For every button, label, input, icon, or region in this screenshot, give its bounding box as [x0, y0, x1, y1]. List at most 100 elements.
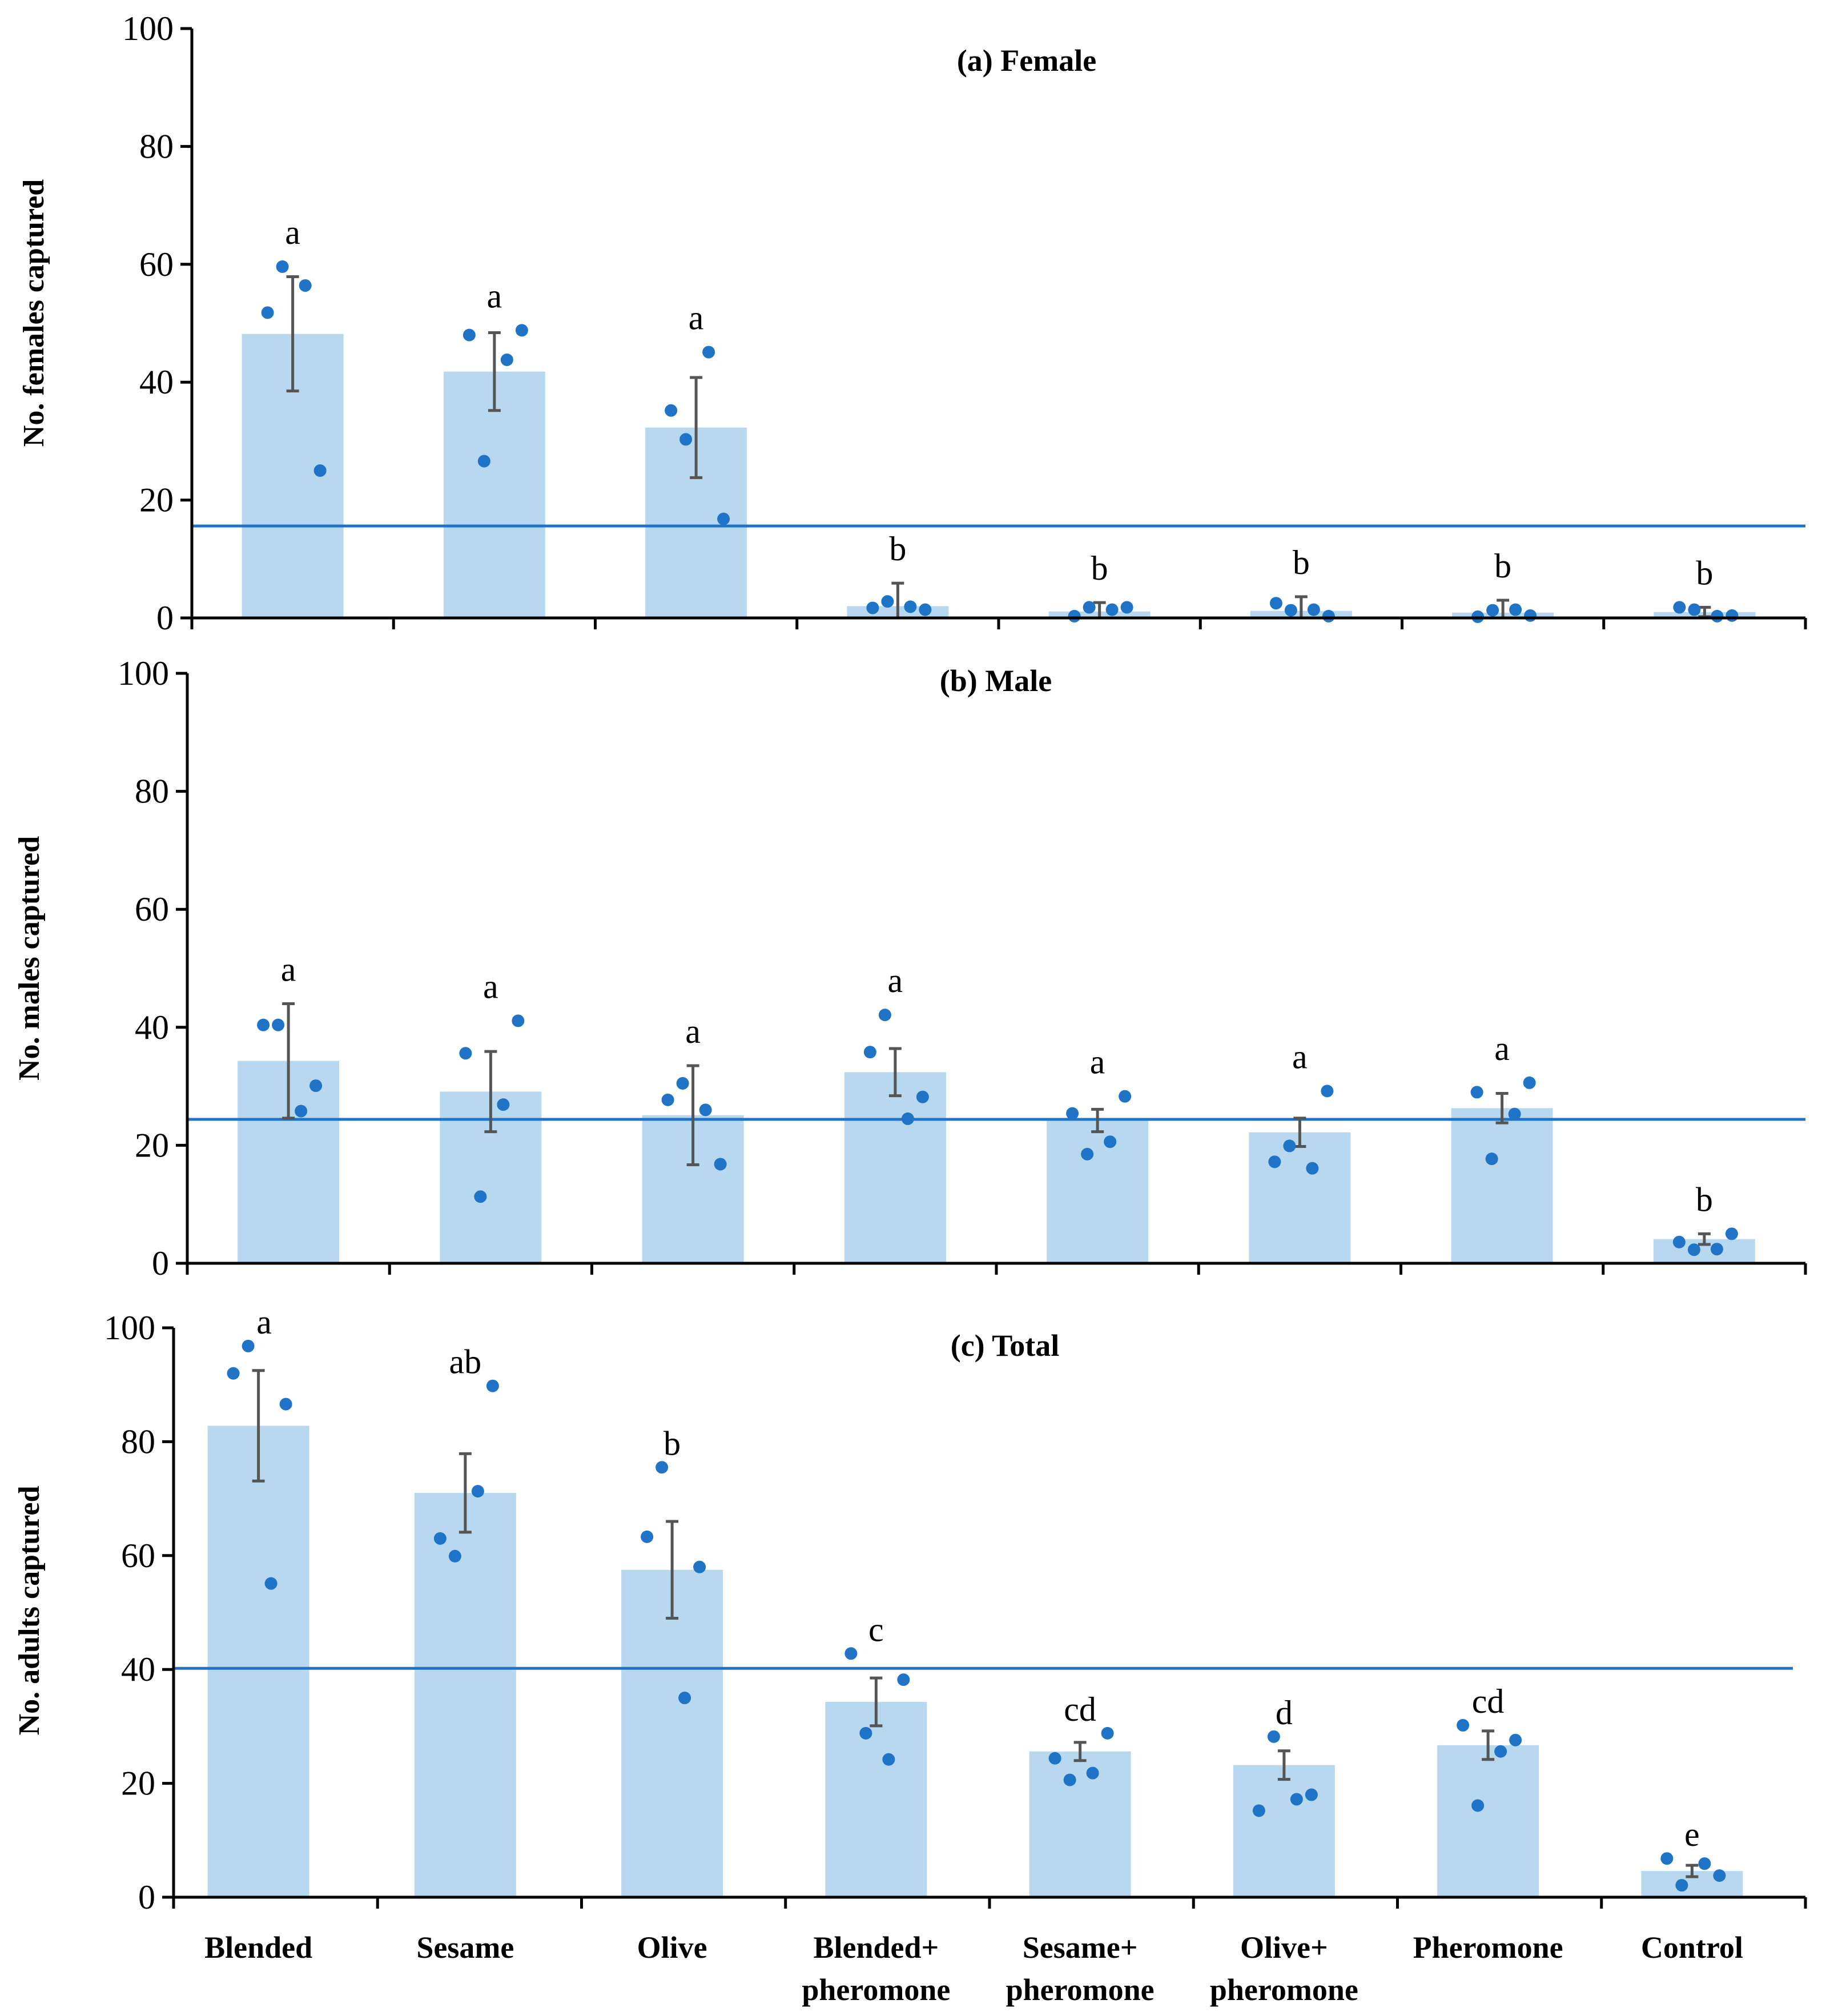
data-point — [1120, 601, 1133, 614]
bar — [207, 1425, 309, 1897]
data-point — [242, 1339, 255, 1352]
data-point — [261, 306, 274, 319]
bar — [844, 1072, 946, 1263]
category-label: Olive+ — [1240, 1930, 1328, 1965]
data-point — [512, 1014, 525, 1027]
data-point — [1675, 1879, 1688, 1892]
significance-letter: a — [689, 299, 704, 337]
panel-total: No. adults captured (c) Total a ab b c cd d cd… — [13, 1303, 1807, 1916]
data-point — [878, 1009, 891, 1022]
data-point — [655, 1461, 669, 1474]
data-point — [679, 433, 693, 446]
significance-letter: b — [1494, 547, 1511, 585]
data-point — [1268, 1155, 1281, 1168]
data-point — [459, 1047, 472, 1060]
panel-title-male: (b) Male — [940, 664, 1052, 698]
data-point — [1698, 1857, 1711, 1870]
significance-letter: b — [889, 530, 906, 568]
data-point — [1104, 1135, 1117, 1148]
y-tick-label: 40 — [139, 363, 174, 401]
category-label: Blended+ — [813, 1930, 939, 1965]
data-point — [1306, 1162, 1319, 1175]
y-tick-label: 60 — [139, 246, 174, 283]
y-tick-label: 20 — [135, 1126, 169, 1164]
bar — [1047, 1121, 1149, 1263]
significance-letter: a — [888, 962, 903, 999]
data-point — [1471, 1799, 1485, 1812]
significance-letter: b — [663, 1424, 681, 1462]
data-point — [702, 346, 715, 359]
data-point — [1523, 1076, 1536, 1089]
data-point — [1081, 1147, 1094, 1160]
data-point — [678, 1692, 691, 1705]
data-point — [916, 1090, 929, 1103]
data-point — [477, 455, 490, 468]
data-point — [486, 1379, 499, 1392]
data-point — [497, 1098, 510, 1111]
category-label: pheromone — [1006, 1973, 1155, 2007]
y-tick-label: 40 — [135, 1009, 169, 1046]
data-point — [1101, 1726, 1114, 1740]
data-point — [717, 512, 730, 525]
y-tick-label: 0 — [156, 599, 174, 637]
data-point — [1672, 1235, 1686, 1248]
data-point — [1687, 1243, 1700, 1256]
data-point — [500, 353, 513, 366]
data-point — [1660, 1852, 1674, 1865]
data-point — [641, 1530, 654, 1543]
data-point — [1267, 1730, 1280, 1743]
data-point — [676, 1077, 689, 1090]
data-point — [272, 1018, 285, 1031]
data-point — [515, 324, 528, 337]
panel-title-female: (a) Female — [957, 43, 1096, 78]
data-point — [1048, 1752, 1061, 1765]
category-label: pheromone — [802, 1973, 950, 2007]
y-tick-label: 60 — [135, 890, 169, 928]
data-point — [227, 1367, 240, 1380]
data-point — [714, 1158, 727, 1171]
category-label: Blended — [204, 1930, 312, 1965]
data-point — [1083, 601, 1096, 614]
data-point — [264, 1577, 277, 1590]
bar — [621, 1569, 723, 1897]
y-axis-label-female: No. females captured — [18, 179, 50, 447]
y-tick-label: 60 — [121, 1537, 155, 1575]
data-point — [866, 601, 879, 615]
data-point — [1509, 603, 1522, 616]
y-tick-label: 100 — [118, 654, 169, 692]
data-point — [661, 1093, 674, 1106]
data-point — [904, 600, 917, 613]
significance-letter: c — [868, 1611, 884, 1648]
data-point — [1470, 1086, 1483, 1099]
category-label: Sesame — [416, 1930, 514, 1965]
data-point — [309, 1079, 323, 1093]
data-point — [295, 1105, 308, 1118]
data-point — [1063, 1773, 1076, 1786]
data-point — [693, 1560, 706, 1573]
data-point — [1726, 609, 1739, 622]
data-point — [919, 603, 932, 616]
data-point — [665, 404, 678, 417]
category-label: Pheromone — [1413, 1930, 1563, 1965]
data-point — [1485, 1152, 1498, 1166]
significance-letter: a — [256, 1303, 272, 1341]
significance-letter: e — [1684, 1816, 1700, 1853]
data-point — [1307, 603, 1320, 616]
significance-letter: b — [1696, 1180, 1713, 1218]
data-point — [1068, 609, 1081, 623]
data-point — [699, 1103, 712, 1117]
bar — [1029, 1751, 1131, 1897]
data-point — [1486, 604, 1499, 617]
data-point — [1066, 1107, 1079, 1120]
data-point — [1305, 1788, 1318, 1801]
data-point — [1688, 603, 1701, 616]
y-tick-label: 0 — [152, 1244, 169, 1282]
data-point — [1673, 601, 1686, 614]
data-point — [1322, 609, 1335, 623]
y-tick-label: 40 — [121, 1650, 155, 1688]
data-point — [1713, 1869, 1726, 1882]
significance-letter: b — [1696, 554, 1713, 592]
y-tick-label: 100 — [104, 1309, 155, 1347]
data-point — [313, 464, 327, 477]
